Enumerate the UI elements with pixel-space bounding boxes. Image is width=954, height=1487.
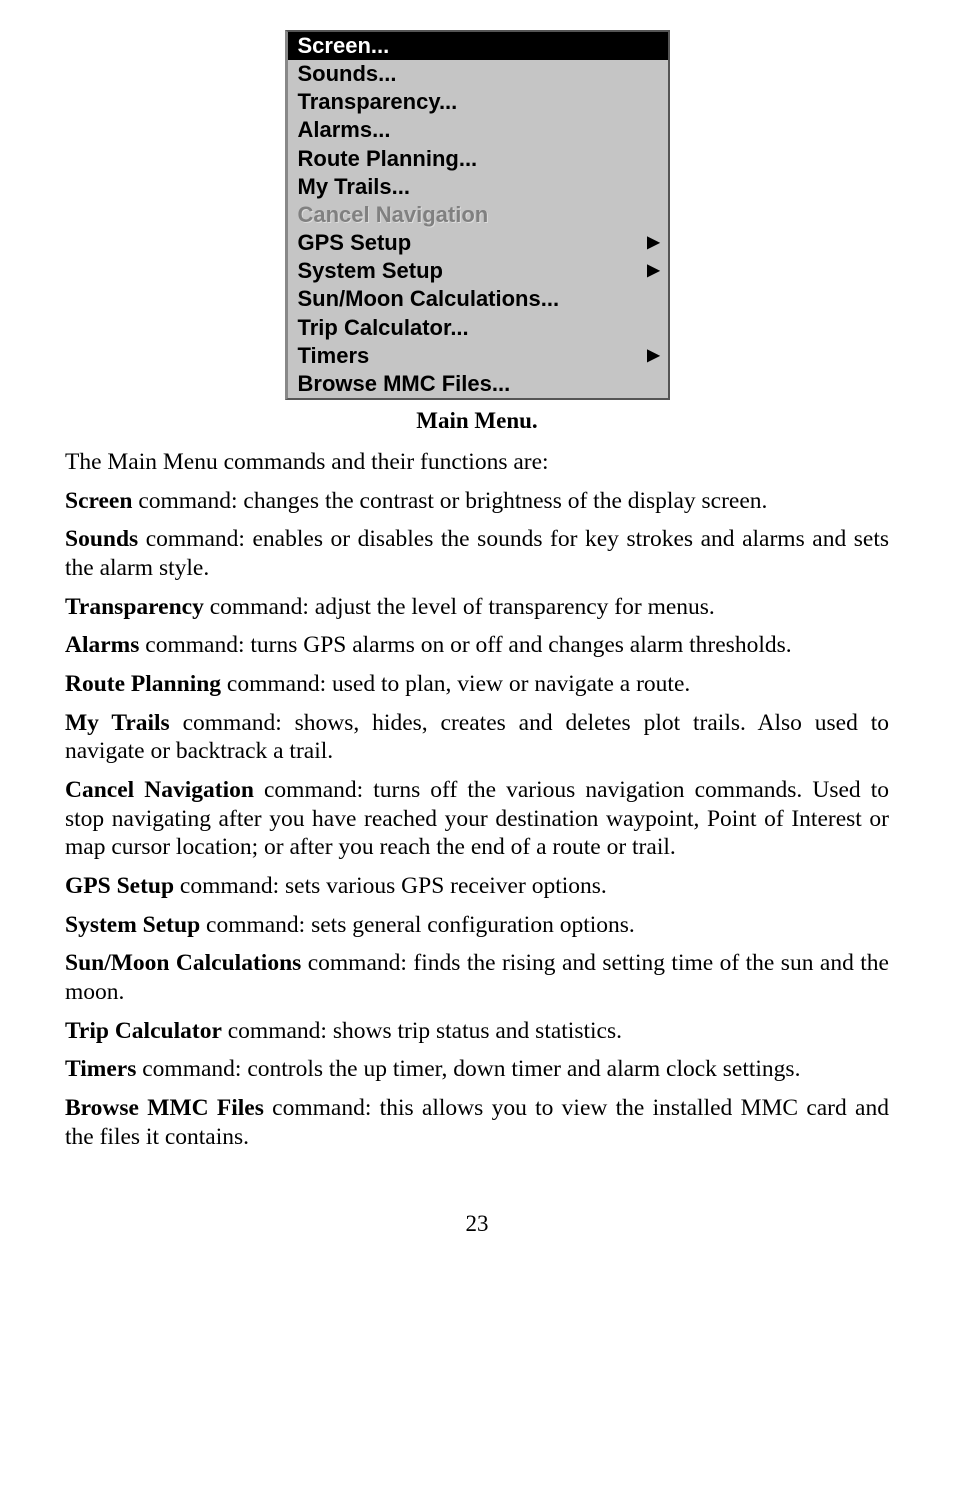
menu-item-label: Sounds... <box>298 60 397 88</box>
cmd-name-screen: Screen <box>65 488 132 514</box>
menu-item-label: GPS Setup <box>298 229 412 257</box>
desc-cancel: Cancel Navigation command: turns off the… <box>65 776 889 862</box>
desc-trails: My Trails command: shows, hides, creates… <box>65 709 889 766</box>
intro-text: The Main Menu commands and their functio… <box>65 448 889 477</box>
cmd-name-trails: My Trails <box>65 710 170 736</box>
menu-item-7[interactable]: GPS Setup ▶ <box>288 229 668 257</box>
cmd-text-system: command: sets general configuration opti… <box>200 912 635 938</box>
menu-item-label: Trip Calculator... <box>298 314 469 342</box>
desc-route: Route Planning command: used to plan, vi… <box>65 670 889 699</box>
page: Screen...Sounds...Transparency...Alarms.… <box>0 0 954 1277</box>
menu-item-label: My Trails... <box>298 173 411 201</box>
cmd-name-alarms: Alarms <box>65 632 139 658</box>
desc-browse: Browse MMC Files command: this allows yo… <box>65 1094 889 1151</box>
cmd-name-transparency: Transparency <box>65 594 204 620</box>
cmd-text-sounds: command: enables or disables the sounds … <box>65 526 889 581</box>
menu-item-label: Timers <box>298 342 370 370</box>
cmd-name-timers: Timers <box>65 1056 136 1082</box>
cmd-name-system: System Setup <box>65 912 200 938</box>
desc-screen: Screen command: changes the contrast or … <box>65 487 889 516</box>
cmd-name-trip: Trip Calculator <box>65 1018 222 1044</box>
cmd-text-screen: command: changes the contrast or brightn… <box>132 488 767 514</box>
cmd-name-browse: Browse MMC Files <box>65 1095 264 1121</box>
cmd-text-gps: command: sets various GPS receiver optio… <box>174 873 607 899</box>
cmd-name-sounds: Sounds <box>65 526 138 552</box>
menu-item-9[interactable]: Sun/Moon Calculations... <box>288 285 668 313</box>
figure-caption: Main Menu. <box>65 408 889 434</box>
desc-alarms: Alarms command: turns GPS alarms on or o… <box>65 631 889 660</box>
menu-item-label: Transparency... <box>298 88 458 116</box>
menu-item-5[interactable]: My Trails... <box>288 173 668 201</box>
menu-item-6: Cancel Navigation <box>288 201 668 229</box>
cmd-name-cancel: Cancel Navigation <box>65 777 254 803</box>
menu-item-1[interactable]: Sounds... <box>288 60 668 88</box>
cmd-name-sunmoon: Sun/Moon Calculations <box>65 950 301 976</box>
cmd-name-gps: GPS Setup <box>65 873 174 899</box>
cmd-text-trip: command: shows trip status and statistic… <box>222 1018 622 1044</box>
cmd-text-timers: command: controls the up timer, down tim… <box>136 1056 800 1082</box>
menu-item-0[interactable]: Screen... <box>288 32 668 60</box>
menu-item-label: Sun/Moon Calculations... <box>298 285 560 313</box>
cmd-text-alarms: command: turns GPS alarms on or off and … <box>139 632 791 658</box>
menu-item-label: Alarms... <box>298 116 391 144</box>
menu-item-10[interactable]: Trip Calculator... <box>288 314 668 342</box>
menu-item-label: Cancel Navigation <box>298 201 489 229</box>
cmd-text-route: command: used to plan, view or navigate … <box>221 671 690 697</box>
menu-item-12[interactable]: Browse MMC Files... <box>288 370 668 398</box>
cmd-text-transparency: command: adjust the level of transparenc… <box>204 594 715 620</box>
submenu-arrow-icon: ▶ <box>647 233 659 253</box>
menu-screenshot-container: Screen...Sounds...Transparency...Alarms.… <box>65 30 889 400</box>
desc-sounds: Sounds command: enables or disables the … <box>65 525 889 582</box>
menu-item-label: Screen... <box>298 32 390 60</box>
desc-gps: GPS Setup command: sets various GPS rece… <box>65 872 889 901</box>
submenu-arrow-icon: ▶ <box>647 261 659 281</box>
menu-item-4[interactable]: Route Planning... <box>288 145 668 173</box>
menu-item-11[interactable]: Timers ▶ <box>288 342 668 370</box>
desc-trip: Trip Calculator command: shows trip stat… <box>65 1017 889 1046</box>
menu-item-2[interactable]: Transparency... <box>288 88 668 116</box>
cmd-name-route: Route Planning <box>65 671 221 697</box>
menu-item-8[interactable]: System Setup ▶ <box>288 257 668 285</box>
main-menu: Screen...Sounds...Transparency...Alarms.… <box>285 30 670 400</box>
cmd-text-trails: command: shows, hides, creates and delet… <box>65 710 889 765</box>
menu-item-label: System Setup <box>298 257 444 285</box>
desc-timers: Timers command: controls the up timer, d… <box>65 1055 889 1084</box>
menu-item-label: Browse MMC Files... <box>298 370 511 398</box>
menu-item-label: Route Planning... <box>298 145 478 173</box>
menu-item-3[interactable]: Alarms... <box>288 116 668 144</box>
desc-sunmoon: Sun/Moon Calculations command: finds the… <box>65 949 889 1006</box>
page-number: 23 <box>65 1211 889 1237</box>
desc-system: System Setup command: sets general confi… <box>65 911 889 940</box>
desc-transparency: Transparency command: adjust the level o… <box>65 593 889 622</box>
submenu-arrow-icon: ▶ <box>647 346 659 366</box>
